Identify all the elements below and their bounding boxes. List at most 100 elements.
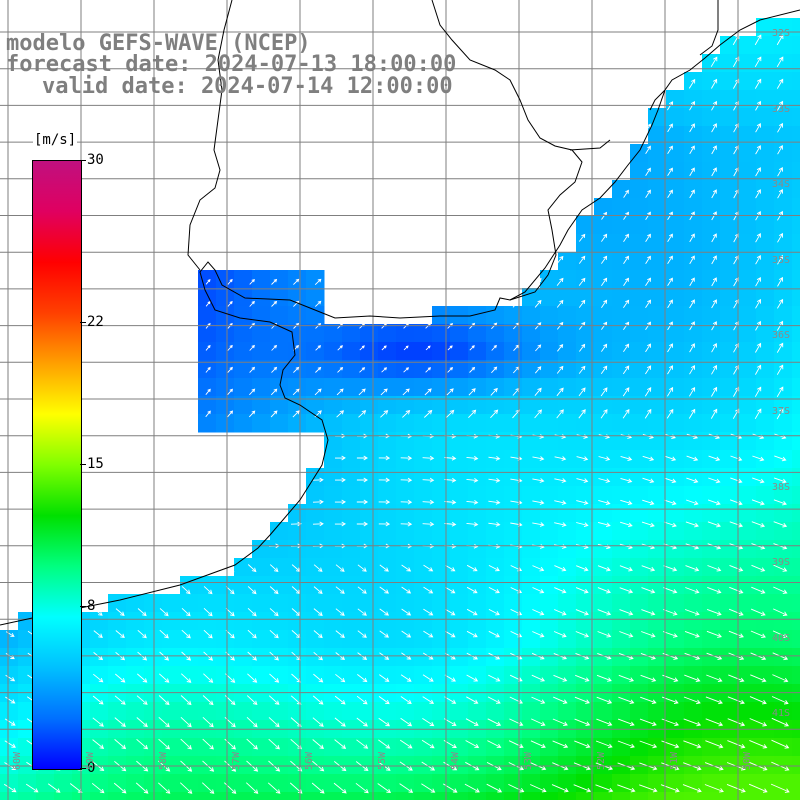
wind-arrow [776,78,784,89]
wind-arrow [623,233,629,242]
wind-arrow [640,674,657,682]
wind-arrow [358,388,366,396]
wind-arrow [488,521,501,527]
wind-speed-cell [144,630,163,649]
wind-speed-cell [576,666,595,685]
wind-arrow [771,696,789,705]
wind-speed-cell [666,630,685,649]
wind-speed-cell [144,594,163,613]
wind-arrow [249,388,256,396]
wind-speed-cell [396,540,415,559]
wind-speed-cell [270,648,289,667]
wind-arrow [202,716,214,728]
latitude-label: 41S [772,708,791,720]
wind-arrow [711,364,717,375]
wind-speed-cell [612,216,631,235]
wind-speed-cell [504,396,523,415]
wind-arrow [618,696,635,704]
wind-speed-cell [396,342,415,361]
wind-speed-cell [306,270,325,289]
wind-speed-cell [684,162,703,181]
wind-speed-cell [756,270,775,289]
wind-arrow [379,608,390,616]
wind-speed-cell [504,792,523,800]
wind-speed-cell [432,774,451,793]
wind-arrow [771,717,790,727]
colorbar-tick-label: 15 [87,456,104,472]
wind-speed-cell [414,774,433,793]
wind-speed-cell [216,360,235,379]
wind-speed-cell [684,522,703,541]
wind-speed-cell [684,126,703,145]
wind-arrow [245,782,259,794]
wind-speed-cell [774,612,793,631]
wind-arrow [773,608,788,616]
wind-speed-cell [414,450,433,469]
wind-speed-cell [702,738,721,757]
wind-speed-cell [666,216,685,235]
wind-arrow [553,631,567,638]
wind-arrow [378,499,391,505]
wind-speed-cell [720,558,739,577]
wind-arrow [777,167,783,177]
longitude-label: 58W [158,751,169,770]
wind-arrow [4,718,16,726]
wind-arrow [312,717,324,727]
wind-speed-cell [576,342,595,361]
wind-speed-cell [576,738,595,757]
wind-speed-cell [180,630,199,649]
wind-speed-cell [360,702,379,721]
wind-speed-cell [342,666,361,685]
wind-arrow [774,455,787,462]
wind-speed-cell [198,396,217,415]
wind-speed-cell [432,324,451,343]
wind-speed-cell [792,306,800,325]
wind-arrow [534,409,542,419]
wind-arrow [313,564,323,572]
wind-speed-cell [378,414,397,433]
wind-speed-cell [288,630,307,649]
wind-arrow [180,716,192,728]
wind-arrow [688,78,696,89]
wind-arrow [202,695,214,706]
wind-arrow [379,586,390,594]
wind-arrow [268,738,280,750]
wind-arrow [356,455,368,461]
wind-speed-cell [702,594,721,613]
wind-speed-cell [198,270,217,289]
wind-speed-cell [396,576,415,595]
wind-speed-cell [792,378,800,397]
longitude-label: 57W [231,751,242,770]
wind-arrow [576,522,589,528]
wind-speed-cell [774,288,793,307]
wind-arrow [424,388,432,396]
wind-speed-cell [486,540,505,559]
wind-speed-cell [342,756,361,775]
wind-speed-cell [666,684,685,703]
wind-arrow [247,629,257,639]
wind-speed-cell [450,324,469,343]
wind-arrow [749,718,768,727]
wind-arrow [315,366,322,373]
wind-speed-cell [720,594,739,613]
wind-arrow [598,456,611,461]
wind-arrow [115,673,126,683]
wind-speed-cell [540,558,559,577]
wind-speed-cell [612,288,631,307]
wind-arrow [776,342,784,353]
wind-speed-cell [522,558,541,577]
wind-speed-cell [774,486,793,505]
wind-speed-cell [684,558,703,577]
wind-speed-cell [252,756,271,775]
wind-speed-cell [378,792,397,800]
wind-speed-cell [288,774,307,793]
wind-arrow [400,696,412,705]
wind-arrow [180,695,192,706]
wind-speed-cell [90,612,109,631]
wind-speed-cell [234,414,253,433]
wind-speed-cell [360,342,379,361]
wind-speed-cell [450,306,469,325]
wind-speed-cell [612,774,631,793]
wind-speed-cell [486,612,505,631]
wind-arrow [205,344,211,351]
